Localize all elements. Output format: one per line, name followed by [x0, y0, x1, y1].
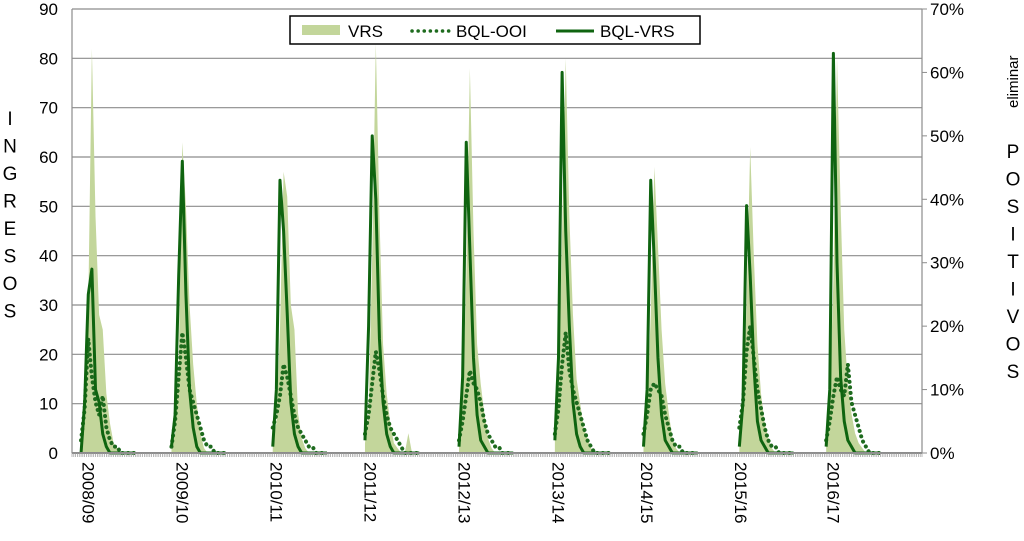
- right-tick-label: 0%: [930, 444, 955, 463]
- right-axis-title-letter: V: [1007, 307, 1020, 328]
- right-tick-label: 30%: [930, 254, 964, 273]
- legend-label-bql-ooi: BQL-OOI: [456, 22, 527, 41]
- right-tick-label: 60%: [930, 63, 964, 82]
- vrs-area-season-1: [81, 48, 136, 453]
- x-tick-label: 2012/13: [454, 462, 473, 523]
- axes: [71, 8, 927, 457]
- x-tick-label: 2008/09: [78, 462, 97, 523]
- right-tick-label: 50%: [930, 127, 964, 146]
- left-axis-title-letter: R: [3, 192, 17, 213]
- legend-box: [289, 15, 701, 45]
- vrs-area-season-8: [739, 147, 794, 453]
- right-tick-label: 10%: [930, 381, 964, 400]
- right-tick-label: 40%: [930, 190, 964, 209]
- x-tick-label: 2015/16: [731, 462, 750, 523]
- vrs-area-season-3: [272, 171, 327, 454]
- vrs-area-series: [81, 43, 881, 454]
- left-tick-label: 20: [39, 345, 58, 364]
- left-tick-label: 40: [39, 247, 58, 266]
- right-axis-title-letter: P: [1007, 142, 1020, 163]
- right-axis-title-letter: I: [1010, 225, 1015, 246]
- left-tick-label: 60: [39, 148, 58, 167]
- left-axis-title-letter: G: [3, 164, 18, 185]
- x-tick-label: 2016/17: [823, 462, 842, 523]
- axis-labels: 0 10 20 30 40 50 60 70 80 90 0% 10% 20% 30% 40% 50% 60% 7…: [3, 0, 1022, 523]
- left-axis-title-letter: S: [4, 302, 17, 323]
- left-axis-title-letter: N: [3, 137, 17, 158]
- vrs-area-season-4: [364, 43, 420, 454]
- left-axis-title-letter: O: [3, 274, 18, 295]
- left-tick-label: 50: [39, 197, 58, 216]
- left-axis-title-letter: E: [4, 219, 17, 240]
- right-axis-title-letter: I: [1010, 280, 1015, 301]
- left-tick-label: 10: [39, 395, 58, 414]
- left-tick-label: 70: [39, 99, 58, 118]
- left-tick-label: 30: [39, 296, 58, 315]
- right-axis-title-letter: O: [1006, 170, 1021, 191]
- right-axis-title-letter: S: [1007, 362, 1020, 383]
- left-tick-label: 80: [39, 49, 58, 68]
- right-axis-title-letter: S: [1007, 197, 1020, 218]
- x-tick-label: 2011/12: [360, 462, 379, 522]
- left-axis-title-letter: I: [7, 109, 12, 130]
- left-tick-label: 90: [39, 0, 58, 19]
- gridlines: [72, 8, 922, 405]
- x-tick-label: 2014/15: [637, 462, 656, 523]
- x-tick-label: 2010/11: [266, 462, 285, 522]
- right-tick-label: 70%: [930, 0, 964, 19]
- legend: VRS BQL-OOI BQL-VRS: [289, 15, 701, 45]
- right-axis-title-letter: T: [1007, 252, 1019, 273]
- left-axis-title-letter: S: [4, 247, 17, 268]
- left-tick-label: 0: [49, 444, 58, 463]
- legend-label-vrs: VRS: [348, 22, 383, 41]
- vrs-area-season-7: [643, 166, 698, 453]
- x-tick-label: 2013/14: [548, 462, 567, 523]
- legend-swatch-vrs: [302, 25, 340, 35]
- right-tick-label: 20%: [930, 317, 964, 336]
- right-axis-title-letter: O: [1006, 335, 1021, 356]
- right-axis-note: eliminar: [1005, 55, 1022, 108]
- x-tick-label: 2009/10: [172, 462, 191, 523]
- legend-label-bql-vrs: BQL-VRS: [600, 22, 675, 41]
